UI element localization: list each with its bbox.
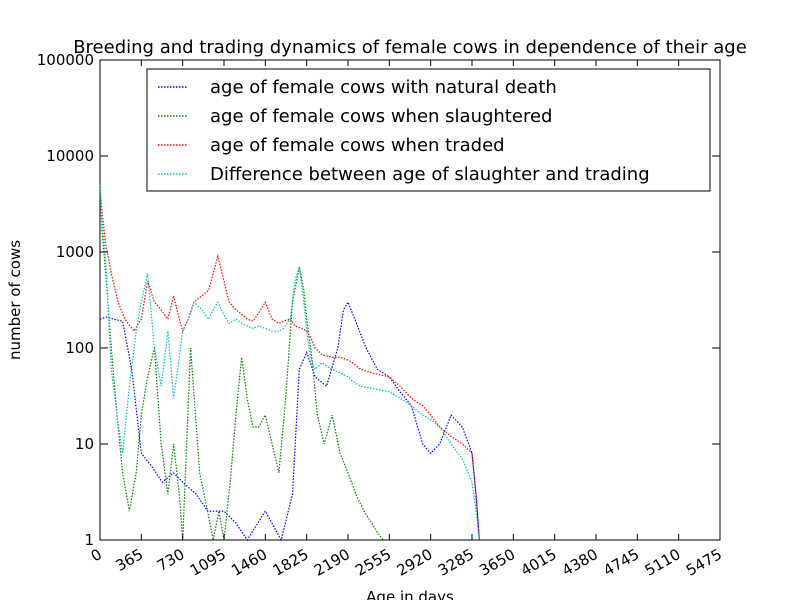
series-line-2	[99, 184, 384, 541]
legend-box	[146, 68, 711, 192]
legend-label: age of female cows when slaughtered	[210, 106, 552, 127]
x-tick-label: 1825	[270, 545, 312, 580]
x-tick-label: 1095	[187, 545, 229, 580]
plot-area	[99, 59, 721, 541]
legend-label: age of female cows with natural death	[210, 77, 557, 98]
y-tick-label: 1000	[56, 243, 94, 261]
x-tick-label: 5475	[683, 545, 725, 580]
x-axis-label: Age in days	[366, 588, 454, 600]
x-tick-label: 4745	[600, 545, 642, 580]
chart-title: Breeding and trading dynamics of female …	[73, 37, 747, 58]
x-tick-label: 3650	[476, 545, 518, 580]
x-tick-label: 730	[154, 545, 188, 575]
x-tick-label: 2920	[394, 545, 436, 580]
series-line-3	[99, 184, 480, 541]
x-tick-label: 5110	[642, 545, 684, 580]
y-tick-label: 1	[84, 531, 94, 549]
x-tick-label: 2190	[311, 545, 353, 580]
legend-label: Difference between age of slaughter and …	[210, 164, 650, 185]
x-tick-label: 3285	[435, 545, 477, 580]
series-line-4	[99, 184, 480, 541]
y-tick-label: 10000	[46, 147, 94, 165]
y-tick-label: 100	[65, 339, 94, 357]
legend: age of female cows with natural death age…	[146, 68, 711, 192]
x-tick-label: 2555	[352, 545, 394, 580]
x-tick-label: 4015	[518, 545, 560, 580]
y-axis-label: number of cows	[6, 240, 24, 360]
series-line-1	[99, 300, 480, 542]
x-tick-label: 365	[113, 545, 147, 575]
y-tick-label: 100000	[37, 51, 94, 69]
y-tick-label: 10	[75, 435, 94, 453]
x-tick-label: 1460	[228, 545, 270, 580]
legend-label: age of female cows when traded	[210, 135, 505, 156]
x-tick-label: 4380	[559, 545, 601, 580]
